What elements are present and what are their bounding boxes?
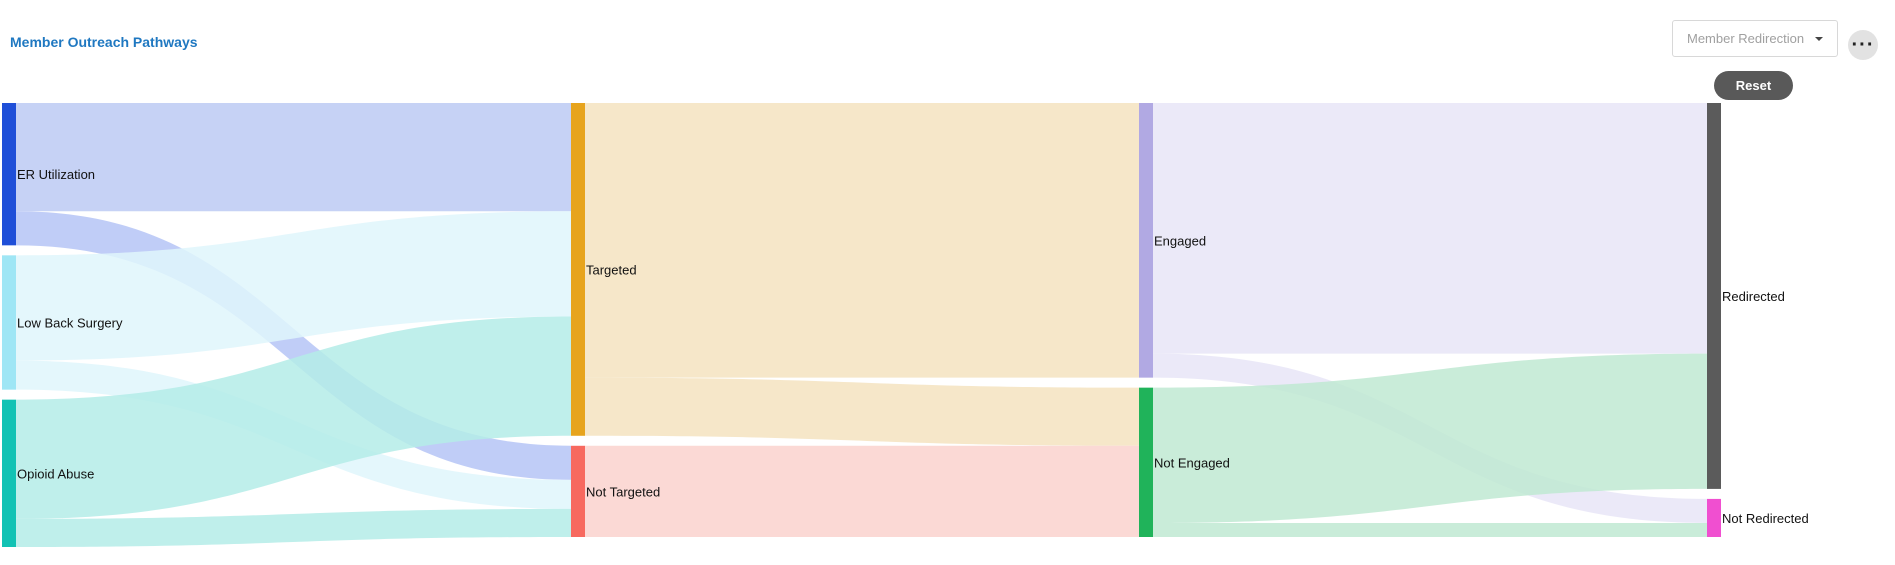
dropdown-value: Member Redirection [1687, 31, 1805, 46]
link-lbs-to-tg[interactable] [16, 211, 571, 361]
reset-button[interactable]: Reset [1714, 71, 1793, 100]
link-er-to-tg[interactable] [16, 103, 571, 212]
redirection-dropdown[interactable]: Member Redirection [1672, 20, 1838, 57]
link-er-to-nt[interactable] [16, 211, 571, 480]
node-rd[interactable] [1707, 103, 1721, 489]
link-ne-to-rd[interactable] [1153, 353, 1707, 523]
links-group [16, 103, 1707, 547]
caret-down-icon [1815, 36, 1823, 41]
node-lbs[interactable] [2, 255, 16, 390]
node-label-ne: Not Engaged [1154, 455, 1230, 470]
node-label-tg: Targeted [586, 262, 637, 277]
link-tg-to-ne[interactable] [585, 377, 1139, 446]
node-label-rd: Redirected [1722, 289, 1785, 304]
link-ne-to-nr[interactable] [1153, 522, 1707, 537]
link-oa-to-tg[interactable] [16, 316, 571, 519]
link-nt-to-ne[interactable] [585, 445, 1139, 537]
node-nt[interactable] [571, 445, 585, 537]
link-en-to-rd[interactable] [1153, 103, 1707, 354]
node-label-er: ER Utilization [17, 167, 95, 182]
node-label-nt: Not Targeted [586, 484, 660, 499]
node-label-nr: Not Redirected [1722, 511, 1809, 526]
chart-title: Member Outreach Pathways [10, 34, 198, 50]
node-label-lbs: Low Back Surgery [17, 315, 123, 330]
node-er[interactable] [2, 103, 16, 246]
node-tg[interactable] [571, 103, 585, 436]
link-oa-to-nt[interactable] [16, 508, 571, 547]
node-label-oa: Opioid Abuse [17, 466, 94, 481]
node-ne[interactable] [1139, 387, 1153, 537]
node-oa[interactable] [2, 399, 16, 547]
more-options-button[interactable]: ··· [1848, 30, 1878, 60]
node-en[interactable] [1139, 103, 1153, 378]
node-nr[interactable] [1707, 498, 1721, 537]
link-tg-to-en[interactable] [585, 103, 1139, 378]
node-label-en: Engaged [1154, 233, 1206, 248]
